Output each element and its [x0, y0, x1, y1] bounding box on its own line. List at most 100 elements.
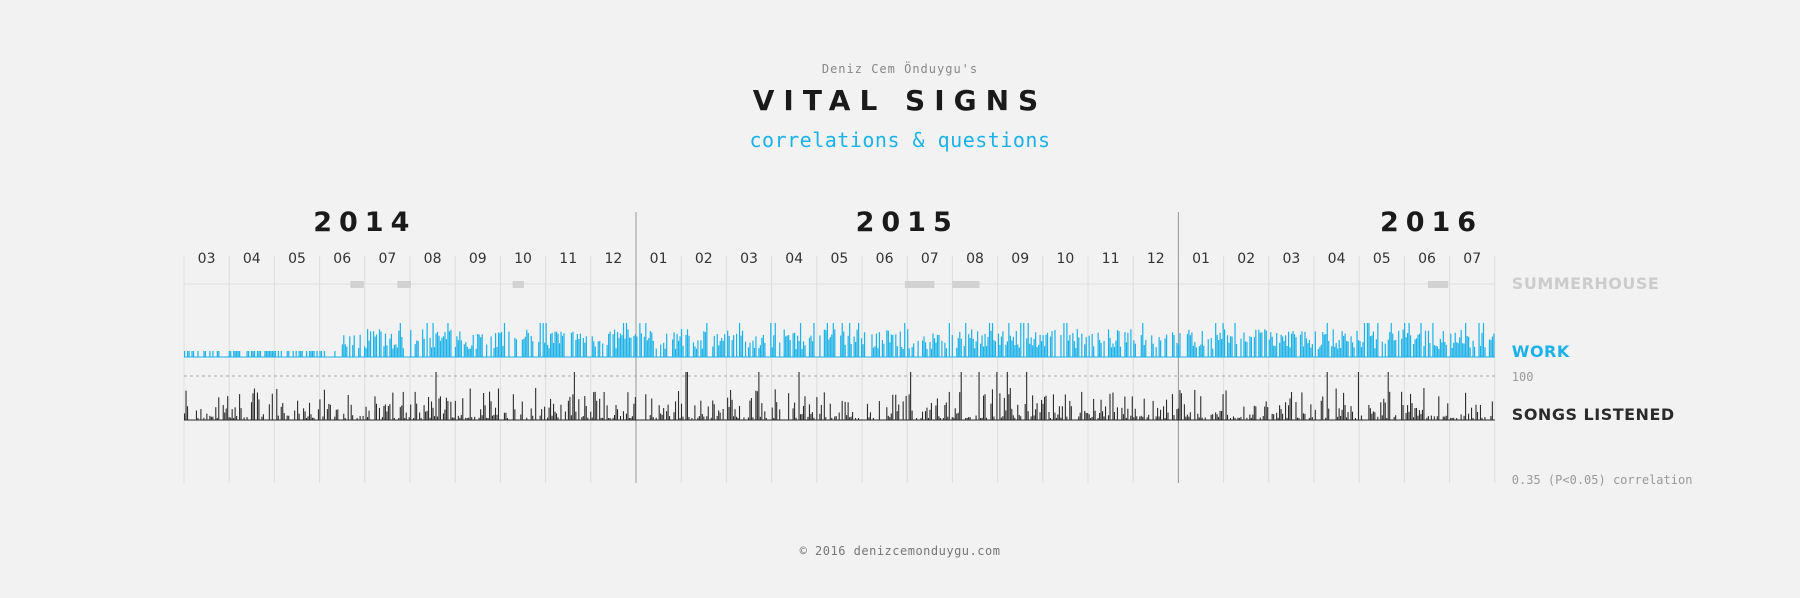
songs-bar [799, 414, 802, 420]
songs-bar [761, 403, 763, 420]
songs-bar [613, 415, 616, 420]
songs-bar [593, 392, 595, 420]
work-bar [1246, 341, 1248, 357]
work-bar [1097, 332, 1099, 357]
songs-bar [459, 417, 461, 420]
songs-bar [599, 398, 601, 420]
songs-bar [478, 417, 480, 420]
songs-bar [230, 417, 232, 420]
work-bar [795, 348, 797, 357]
work-bar [1368, 323, 1370, 357]
work-bar [1203, 345, 1205, 357]
work-bar [438, 335, 440, 357]
songs-bar [1215, 412, 1217, 420]
songs-bar [550, 398, 552, 420]
work-bar [1249, 336, 1251, 357]
work-bar [890, 334, 892, 357]
songs-bar [954, 408, 956, 420]
work-bar [1009, 335, 1011, 357]
byline: Deniz Cem Önduygu's [821, 62, 979, 76]
songs-bar [730, 390, 732, 420]
work-bar [902, 348, 904, 357]
work-bar [499, 333, 501, 357]
songs-bar [1024, 404, 1026, 420]
work-bar [825, 330, 827, 357]
songs-bar [1374, 412, 1376, 420]
work-bar [246, 351, 248, 357]
work-bar [372, 331, 375, 357]
songs-bar [386, 411, 388, 420]
work-bar [1311, 344, 1313, 357]
work-bar [432, 323, 434, 357]
songs-bar [1043, 396, 1046, 420]
work-bar [783, 329, 785, 357]
songs-bar [1490, 416, 1492, 420]
songs-bar [622, 411, 625, 420]
work-bar [389, 338, 391, 357]
work-bar [741, 330, 744, 357]
work-bar [441, 337, 443, 357]
songs-bar [727, 397, 729, 420]
songs-bar [253, 388, 256, 420]
work-bar [414, 344, 416, 357]
work-bar [1041, 341, 1043, 357]
songs-bar [1246, 417, 1248, 420]
work-bar [969, 338, 971, 357]
songs-bar [280, 406, 282, 420]
songs-bar [703, 416, 705, 420]
work-bar [433, 347, 436, 357]
work-bar [365, 348, 367, 357]
songs-bar [991, 389, 993, 420]
songs-bar [1112, 392, 1114, 420]
work-bar [697, 340, 699, 357]
work-bar [378, 329, 381, 357]
work-bar [881, 340, 884, 357]
work-bar [1173, 334, 1175, 357]
work-bar [984, 333, 986, 357]
work-bar [353, 335, 355, 357]
work-bar [233, 351, 235, 357]
work-bar [613, 329, 616, 357]
work-bar [747, 347, 750, 357]
songs-bar [337, 409, 339, 420]
songs-bar [698, 416, 700, 420]
work-bar [633, 335, 635, 357]
work-bar [1292, 331, 1294, 357]
work-bar [1042, 335, 1044, 357]
work-bar [576, 333, 578, 357]
songs-bar [1255, 406, 1257, 420]
songs-bar [1222, 394, 1224, 420]
footer-copyright[interactable]: © 2016 denizcemonduygu.com [799, 544, 1001, 558]
songs-bar [210, 416, 212, 420]
songs-bar [1264, 406, 1266, 420]
songs-bar [606, 405, 608, 420]
songs-bar [483, 392, 485, 420]
songs-bar [432, 407, 434, 420]
songs-bar [829, 403, 831, 420]
songs-bar [1380, 402, 1382, 420]
work-bar [721, 337, 723, 357]
songs-bar [1491, 401, 1493, 420]
work-bar [1030, 337, 1032, 357]
songs-bar [1442, 416, 1444, 420]
songs-bar [541, 409, 543, 420]
songs-bar [896, 411, 898, 420]
work-bar [651, 332, 653, 357]
work-bar [410, 330, 412, 357]
work-bar [212, 351, 214, 357]
work-bar [1084, 344, 1086, 357]
work-bar [358, 347, 360, 357]
songs-bar [1049, 417, 1052, 420]
songs-bar [569, 396, 571, 420]
songs-bar [375, 403, 378, 420]
page-title: VITAL SIGNS [752, 84, 1048, 117]
songs-bar [666, 411, 668, 420]
songs-bar [603, 391, 605, 420]
songs-bar [1041, 399, 1043, 420]
work-bar [1341, 331, 1343, 357]
work-bar [1319, 346, 1321, 357]
songs-bar [591, 417, 593, 420]
work-bar [762, 334, 764, 357]
work-bar [1468, 336, 1470, 357]
songs-bar [1003, 397, 1005, 420]
